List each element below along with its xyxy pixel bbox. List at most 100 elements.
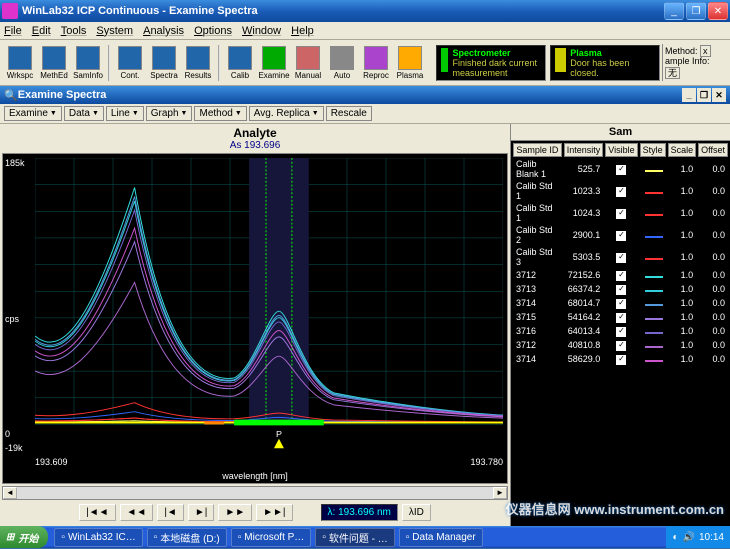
sub-minimize-button[interactable]: _ — [682, 88, 696, 102]
toolbar-results[interactable]: Results — [182, 46, 214, 80]
tray-icon[interactable]: 🔊 — [683, 532, 695, 543]
close-button[interactable]: ✕ — [708, 2, 728, 20]
style-swatch[interactable] — [645, 360, 663, 362]
button-rescale[interactable]: Rescale — [326, 106, 372, 121]
col-visible[interactable]: Visible — [605, 143, 637, 157]
sub-toolbar: ExamineDataLineGraphMethodAvg. ReplicaRe… — [0, 104, 730, 124]
lambda-id-button[interactable]: λID — [402, 504, 431, 521]
visible-checkbox[interactable]: ✓ — [616, 165, 626, 175]
col-sample-id[interactable]: Sample ID — [513, 143, 562, 157]
style-swatch[interactable] — [645, 290, 663, 292]
table-row[interactable]: Calib Std 22900.1✓1.00.0 — [513, 225, 728, 245]
toolbar-reproc[interactable]: Reproc — [360, 46, 392, 80]
style-swatch[interactable] — [645, 304, 663, 306]
menu-options[interactable]: Options — [194, 25, 232, 37]
taskbar-item[interactable]: ▫Data Manager — [399, 528, 483, 547]
menu-edit[interactable]: Edit — [32, 25, 51, 37]
taskbar-item[interactable]: ▫Microsoft P… — [231, 528, 312, 547]
toolbar-wrkspc[interactable]: Wrkspc — [4, 46, 36, 80]
dropdown-method[interactable]: Method — [194, 106, 246, 121]
col-offset[interactable]: Offset — [698, 143, 728, 157]
examine-spectra-window: 🔍 Examine Spectra _ ❐ ✕ ExamineDataLineG… — [0, 86, 730, 526]
spectrum-chart[interactable]: 185k cps 0 -19k 193.609 193.780 waveleng… — [2, 153, 508, 484]
nav-first-button[interactable]: |◄◄ — [79, 504, 115, 521]
nav-prev-group-button[interactable]: ◄◄ — [120, 504, 154, 521]
dropdown-graph[interactable]: Graph — [146, 106, 193, 121]
taskbar-item[interactable]: ▫软件问题 - … — [315, 528, 394, 547]
col-scale[interactable]: Scale — [668, 143, 697, 157]
style-swatch[interactable] — [645, 346, 663, 348]
table-row[interactable]: 371554164.2✓1.00.0 — [513, 311, 728, 323]
style-swatch[interactable] — [645, 318, 663, 320]
visible-checkbox[interactable]: ✓ — [616, 355, 626, 365]
scroll-right-button[interactable]: ► — [493, 487, 507, 499]
table-row[interactable]: 371468014.7✓1.00.0 — [513, 297, 728, 309]
visible-checkbox[interactable]: ✓ — [616, 271, 626, 281]
menu-help[interactable]: Help — [291, 25, 314, 37]
table-row[interactable]: 371366374.2✓1.00.0 — [513, 283, 728, 295]
dropdown-data[interactable]: Data — [64, 106, 104, 121]
table-row[interactable]: 371272152.6✓1.00.0 — [513, 269, 728, 281]
table-row[interactable]: Calib Std 11024.3✓1.00.0 — [513, 203, 728, 223]
scroll-left-button[interactable]: ◄ — [3, 487, 17, 499]
style-swatch[interactable] — [645, 258, 663, 260]
table-row[interactable]: Calib Std 35303.5✓1.00.0 — [513, 247, 728, 267]
table-row[interactable]: Calib Blank 1525.7✓1.00.0 — [513, 159, 728, 179]
tray-icon[interactable]: ◐ — [672, 532, 678, 543]
sub-close-button[interactable]: ✕ — [712, 88, 726, 102]
menu-system[interactable]: System — [96, 25, 133, 37]
toolbar-auto[interactable]: Auto — [326, 46, 358, 80]
style-swatch[interactable] — [645, 332, 663, 334]
menu-file[interactable]: File — [4, 25, 22, 37]
taskbar-item[interactable]: ▫本地磁盘 (D:) — [147, 528, 227, 547]
style-swatch[interactable] — [645, 236, 663, 238]
nav-last-button[interactable]: ►►| — [256, 504, 292, 521]
results-icon — [186, 46, 210, 70]
toolbar-saminfo[interactable]: SamInfo — [72, 46, 104, 80]
col-style[interactable]: Style — [640, 143, 666, 157]
style-swatch[interactable] — [645, 214, 663, 216]
menu-analysis[interactable]: Analysis — [143, 25, 184, 37]
samples-table[interactable]: Sample IDIntensityVisibleStyleScaleOffse… — [511, 141, 730, 367]
visible-checkbox[interactable]: ✓ — [616, 299, 626, 309]
visible-checkbox[interactable]: ✓ — [616, 253, 626, 263]
minimize-button[interactable]: _ — [664, 2, 684, 20]
h-scrollbar[interactable]: ◄► — [2, 486, 508, 500]
visible-checkbox[interactable]: ✓ — [616, 187, 626, 197]
visible-checkbox[interactable]: ✓ — [616, 231, 626, 241]
sub-maximize-button[interactable]: ❐ — [697, 88, 711, 102]
visible-checkbox[interactable]: ✓ — [616, 327, 626, 337]
visible-checkbox[interactable]: ✓ — [616, 313, 626, 323]
table-row[interactable]: 371664013.4✓1.00.0 — [513, 325, 728, 337]
toolbar-manual[interactable]: Manual — [292, 46, 324, 80]
toolbar-cont[interactable]: Cont. — [114, 46, 146, 80]
table-row[interactable]: 371240810.8✓1.00.0 — [513, 339, 728, 351]
visible-checkbox[interactable]: ✓ — [616, 341, 626, 351]
samples-panel: Sam Sample IDIntensityVisibleStyleScaleO… — [510, 124, 730, 526]
toolbar-plasma[interactable]: Plasma — [394, 46, 426, 80]
style-swatch[interactable] — [645, 192, 663, 194]
style-swatch[interactable] — [645, 170, 663, 172]
nav-prev-button[interactable]: |◄ — [157, 504, 184, 521]
dropdown-examine[interactable]: Examine — [4, 106, 62, 121]
dropdown-line[interactable]: Line — [106, 106, 144, 121]
toolbar-examine[interactable]: Examine — [258, 46, 290, 80]
maximize-button[interactable]: ❐ — [686, 2, 706, 20]
system-tray[interactable]: ◐ 🔊 10:14 — [666, 526, 730, 548]
visible-checkbox[interactable]: ✓ — [616, 209, 626, 219]
start-button[interactable]: ⊞ 开始 — [0, 526, 48, 548]
style-swatch[interactable] — [645, 276, 663, 278]
button-avg-replica[interactable]: Avg. Replica — [249, 106, 324, 121]
table-row[interactable]: Calib Std 11023.3✓1.00.0 — [513, 181, 728, 201]
visible-checkbox[interactable]: ✓ — [616, 285, 626, 295]
toolbar-methed[interactable]: MethEd — [38, 46, 70, 80]
toolbar-spectra[interactable]: Spectra — [148, 46, 180, 80]
taskbar-item[interactable]: ▫WinLab32 IC… — [54, 528, 142, 547]
table-row[interactable]: 371458629.0✓1.00.0 — [513, 353, 728, 365]
menu-window[interactable]: Window — [242, 25, 281, 37]
toolbar-calib[interactable]: Calib — [224, 46, 256, 80]
nav-next-group-button[interactable]: ►► — [218, 504, 252, 521]
menu-tools[interactable]: Tools — [61, 25, 87, 37]
col-intensity[interactable]: Intensity — [564, 143, 604, 157]
nav-next-button[interactable]: ►| — [188, 504, 215, 521]
